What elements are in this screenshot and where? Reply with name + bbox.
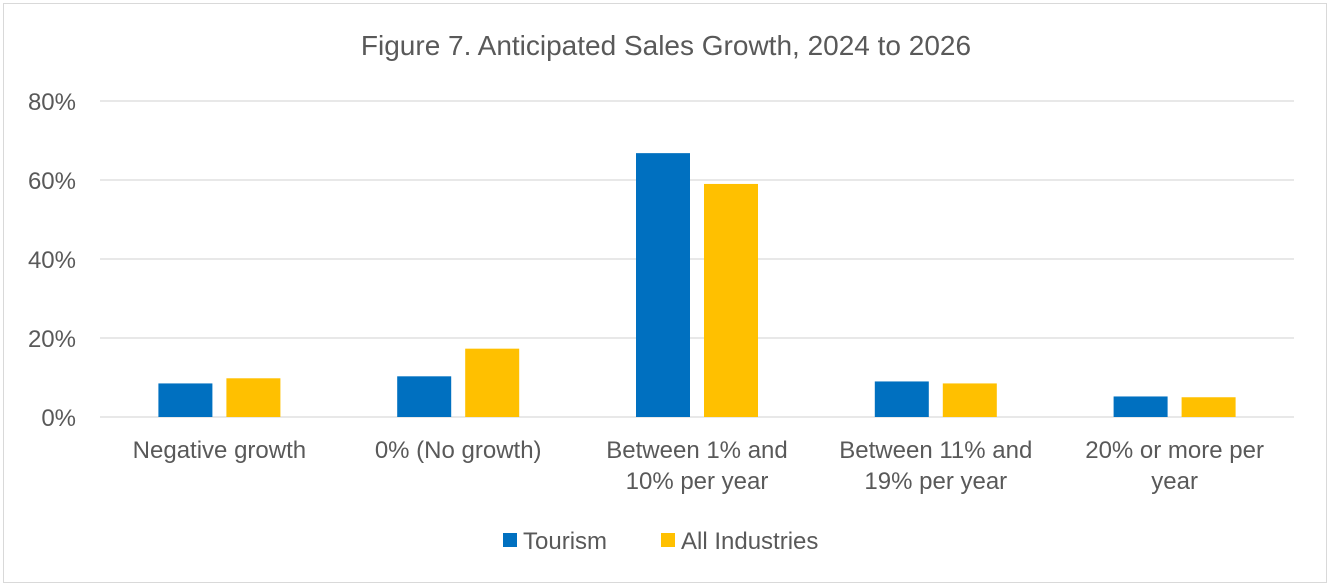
x-category-label: Between 1% and 10% per year — [606, 437, 787, 495]
bar-all-industries — [465, 348, 520, 417]
x-category-label: 20% or more per year — [1085, 437, 1264, 495]
legend-label: All Industries — [681, 528, 818, 555]
bar-tourism — [397, 376, 452, 417]
bar-tourism — [158, 383, 213, 417]
y-tick-label: 80% — [28, 89, 76, 116]
x-axis-labels: Negative growth 0% (No growth) Between 1% … — [133, 437, 1264, 495]
chart-title: Figure 7. Anticipated Sales Growth, 2024… — [361, 30, 971, 61]
x-category-label-line: year — [1151, 468, 1198, 495]
bars — [158, 153, 1236, 417]
x-category-label: 0% (No growth) — [375, 437, 542, 464]
x-category-label-line: 19% per year — [864, 468, 1007, 495]
y-tick-label: 40% — [28, 247, 76, 274]
legend-label: Tourism — [523, 528, 607, 555]
x-category-label: Between 11% and 19% per year — [839, 437, 1032, 495]
bar-all-industries — [942, 383, 997, 417]
bar-tourism — [874, 381, 929, 417]
x-category-label-line: 10% per year — [626, 468, 769, 495]
bar-all-industries — [704, 183, 758, 417]
x-category-label-line: Between 11% and — [839, 437, 1032, 464]
y-tick-label: 20% — [28, 326, 76, 353]
legend: Tourism All Industries — [503, 528, 818, 555]
x-category-label-line: 20% or more per — [1085, 437, 1264, 464]
legend-swatch — [661, 533, 675, 547]
y-axis-ticks: 0% 20% 40% 60% 80% — [28, 89, 76, 432]
y-tick-label: 60% — [28, 168, 76, 195]
x-category-label-line: 0% (No growth) — [375, 437, 542, 464]
bar-tourism — [636, 153, 690, 417]
x-category-label-line: Negative growth — [133, 437, 306, 464]
bar-tourism — [1113, 396, 1168, 417]
bar-all-industries — [226, 378, 281, 417]
x-category-label-line: Between 1% and — [606, 437, 787, 464]
y-tick-label: 0% — [41, 405, 76, 432]
legend-swatch — [503, 533, 517, 547]
x-category-label: Negative growth — [133, 437, 306, 464]
gridlines — [100, 100, 1294, 418]
bar-all-industries — [1181, 397, 1236, 417]
